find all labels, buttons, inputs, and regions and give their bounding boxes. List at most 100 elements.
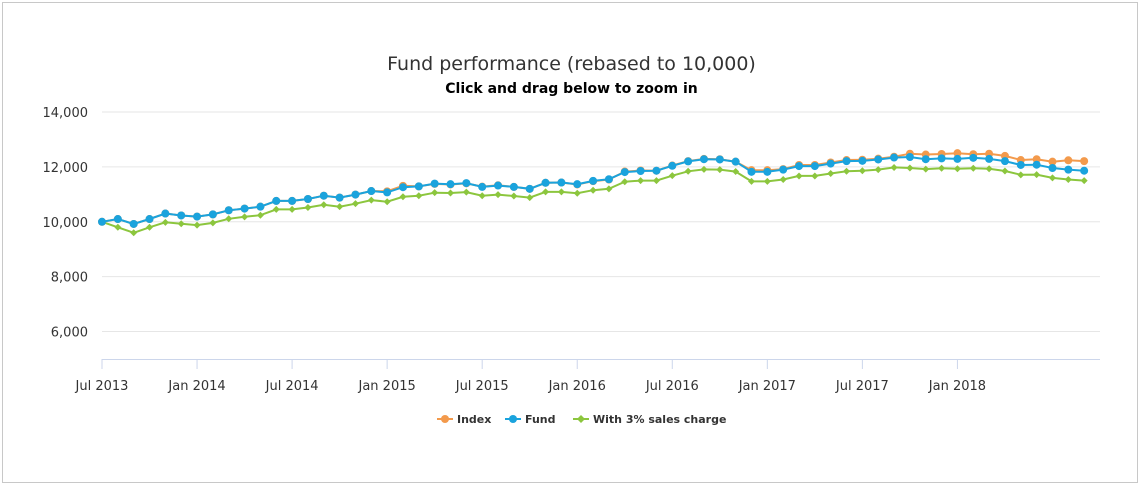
- data-point[interactable]: [509, 182, 518, 191]
- data-point[interactable]: [763, 177, 771, 185]
- data-point[interactable]: [494, 191, 502, 199]
- data-point[interactable]: [303, 194, 312, 203]
- data-point[interactable]: [304, 204, 312, 212]
- legend[interactable]: Index Fund With 3% sales charge: [437, 413, 726, 426]
- data-point[interactable]: [795, 162, 804, 171]
- data-point[interactable]: [1080, 177, 1088, 185]
- series-layer[interactable]: [98, 149, 1089, 237]
- data-point[interactable]: [779, 165, 788, 174]
- data-point[interactable]: [906, 164, 914, 172]
- data-point[interactable]: [1048, 163, 1057, 172]
- data-point[interactable]: [1064, 165, 1073, 174]
- data-point[interactable]: [874, 166, 882, 174]
- data-point[interactable]: [969, 164, 977, 172]
- data-point[interactable]: [351, 190, 360, 199]
- data-point[interactable]: [589, 186, 597, 194]
- data-point[interactable]: [858, 167, 866, 175]
- data-point[interactable]: [921, 155, 930, 164]
- data-point[interactable]: [494, 181, 503, 190]
- data-point[interactable]: [874, 155, 883, 164]
- data-point[interactable]: [699, 155, 708, 164]
- data-point[interactable]: [604, 175, 613, 184]
- data-point[interactable]: [1032, 160, 1041, 169]
- data-point[interactable]: [351, 200, 359, 208]
- data-point[interactable]: [1033, 171, 1041, 179]
- data-point[interactable]: [890, 153, 899, 162]
- data-point[interactable]: [209, 219, 217, 227]
- data-point[interactable]: [700, 165, 708, 173]
- data-point[interactable]: [668, 172, 676, 180]
- data-point[interactable]: [605, 185, 613, 193]
- data-point[interactable]: [525, 184, 534, 193]
- data-point[interactable]: [937, 154, 946, 163]
- data-point[interactable]: [842, 157, 851, 166]
- data-point[interactable]: [573, 180, 582, 189]
- data-point[interactable]: [367, 187, 376, 196]
- data-point[interactable]: [478, 182, 487, 191]
- data-point[interactable]: [858, 156, 867, 165]
- data-point[interactable]: [225, 215, 233, 223]
- data-point[interactable]: [1048, 157, 1057, 166]
- data-point[interactable]: [383, 198, 391, 206]
- data-point[interactable]: [922, 165, 930, 173]
- data-point[interactable]: [557, 188, 565, 196]
- data-point[interactable]: [398, 183, 407, 192]
- data-point[interactable]: [241, 213, 249, 221]
- data-point[interactable]: [114, 223, 122, 231]
- data-point[interactable]: [731, 157, 740, 166]
- data-point[interactable]: [430, 179, 439, 188]
- data-point[interactable]: [621, 178, 629, 186]
- data-point[interactable]: [969, 153, 978, 162]
- data-point[interactable]: [953, 165, 961, 173]
- data-point[interactable]: [620, 168, 629, 177]
- data-point[interactable]: [938, 164, 946, 172]
- data-point[interactable]: [130, 229, 138, 237]
- data-point[interactable]: [240, 204, 249, 213]
- data-point[interactable]: [1080, 157, 1089, 166]
- data-point[interactable]: [288, 205, 296, 213]
- data-point[interactable]: [1064, 176, 1072, 184]
- data-point[interactable]: [256, 211, 264, 219]
- data-point[interactable]: [256, 202, 265, 211]
- data-point[interactable]: [843, 167, 851, 175]
- data-point[interactable]: [462, 179, 471, 188]
- data-point[interactable]: [1001, 167, 1009, 175]
- data-point[interactable]: [336, 203, 344, 211]
- data-point[interactable]: [890, 163, 898, 171]
- data-point[interactable]: [462, 188, 470, 196]
- data-point[interactable]: [367, 196, 375, 204]
- data-point[interactable]: [1064, 156, 1073, 165]
- data-point[interactable]: [145, 215, 154, 224]
- data-point[interactable]: [98, 217, 106, 226]
- data-point[interactable]: [652, 177, 660, 185]
- data-point[interactable]: [272, 196, 281, 205]
- data-point[interactable]: [732, 168, 740, 176]
- data-point[interactable]: [652, 166, 661, 175]
- data-point[interactable]: [1080, 166, 1089, 175]
- data-point[interactable]: [526, 194, 534, 202]
- data-point[interactable]: [557, 178, 566, 187]
- data-point[interactable]: [636, 167, 645, 176]
- data-point[interactable]: [320, 201, 328, 209]
- data-point[interactable]: [1017, 171, 1025, 179]
- data-point[interactable]: [414, 182, 423, 191]
- data-point[interactable]: [161, 209, 170, 218]
- legend-item[interactable]: Index: [437, 413, 491, 426]
- data-point[interactable]: [208, 210, 217, 219]
- data-point[interactable]: [319, 191, 328, 200]
- data-point[interactable]: [193, 212, 202, 221]
- data-point[interactable]: [1016, 160, 1025, 169]
- data-point[interactable]: [716, 166, 724, 174]
- data-point[interactable]: [811, 172, 819, 180]
- data-point[interactable]: [1032, 155, 1041, 164]
- data-point[interactable]: [779, 176, 787, 184]
- data-point[interactable]: [177, 220, 185, 228]
- data-point[interactable]: [953, 149, 962, 158]
- legend-item[interactable]: With 3% sales charge: [573, 413, 726, 426]
- data-point[interactable]: [541, 178, 550, 187]
- data-point[interactable]: [446, 180, 455, 189]
- data-point[interactable]: [177, 211, 186, 220]
- data-point[interactable]: [747, 177, 755, 185]
- data-point[interactable]: [272, 205, 280, 213]
